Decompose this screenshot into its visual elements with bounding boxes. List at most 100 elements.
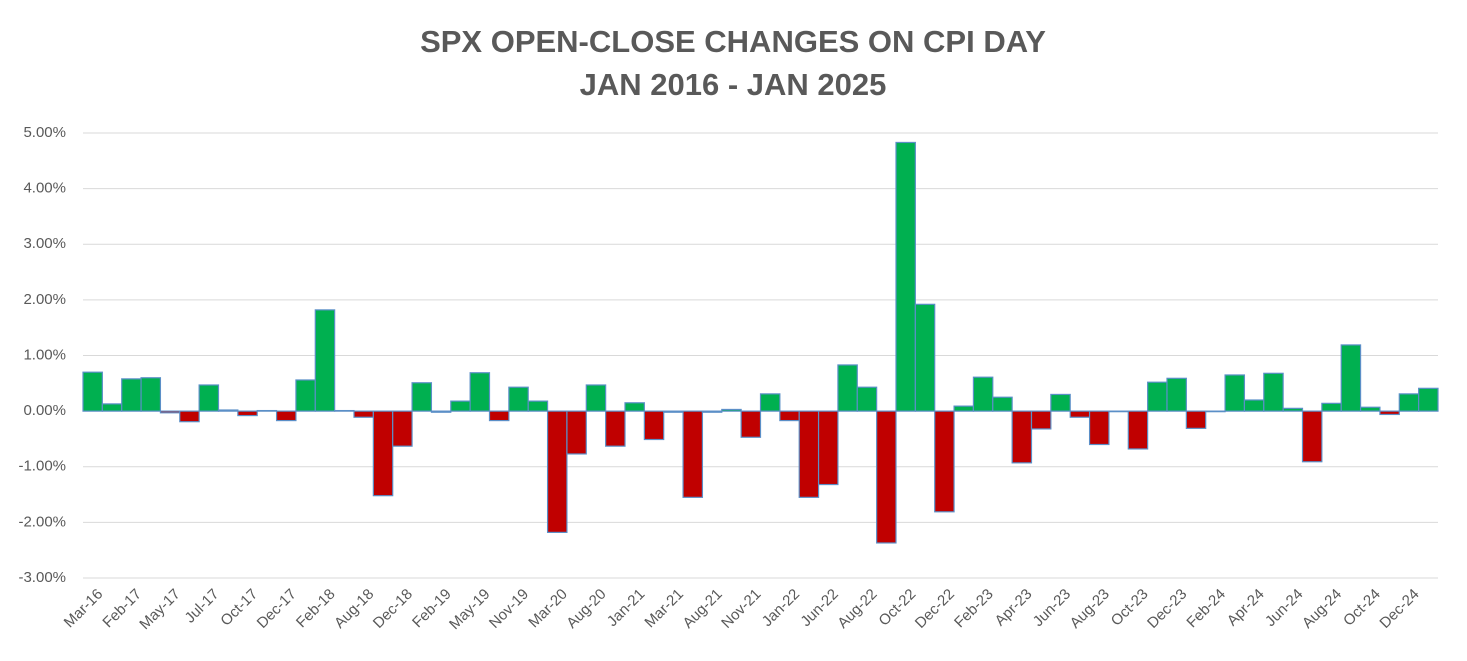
y-tick-label: 0.00% bbox=[23, 402, 66, 419]
bar bbox=[740, 410, 762, 438]
bar bbox=[140, 377, 162, 412]
bar bbox=[566, 410, 587, 455]
bar bbox=[1147, 381, 1168, 412]
bar bbox=[953, 405, 975, 412]
x-tick-label: Aug-21 bbox=[680, 586, 726, 632]
chart-subtitle: JAN 2016 - JAN 2025 bbox=[580, 67, 887, 102]
bar bbox=[682, 410, 704, 498]
bar bbox=[237, 410, 258, 417]
bar bbox=[527, 400, 549, 412]
bar bbox=[392, 410, 413, 447]
bar bbox=[488, 410, 510, 422]
bar bbox=[779, 410, 800, 422]
y-tick-label: -2.00% bbox=[18, 513, 66, 530]
x-tick-label: Aug-22 bbox=[834, 586, 880, 632]
bar bbox=[856, 386, 878, 412]
bar bbox=[469, 372, 491, 412]
x-tick-label: Aug-20 bbox=[563, 586, 609, 632]
bar bbox=[1359, 406, 1381, 412]
x-tick-label: Oct-24 bbox=[1340, 586, 1384, 630]
bar bbox=[1398, 393, 1420, 412]
bar bbox=[314, 309, 336, 412]
x-tick-label: Feb-24 bbox=[1183, 586, 1229, 632]
bar bbox=[643, 410, 665, 441]
bar bbox=[1340, 344, 1362, 412]
bar bbox=[585, 384, 607, 412]
x-tick-label: Mar-16 bbox=[61, 586, 107, 632]
x-tick-label: Dec-24 bbox=[1376, 586, 1422, 632]
bar bbox=[179, 410, 200, 423]
bar bbox=[701, 410, 723, 413]
bar bbox=[1282, 407, 1304, 412]
x-tick-label: Jun-24 bbox=[1262, 586, 1306, 630]
x-tick-label: Jan-21 bbox=[604, 586, 648, 630]
bar bbox=[546, 410, 568, 533]
x-tick-label: Nov-19 bbox=[486, 586, 532, 632]
bar bbox=[1224, 374, 1246, 412]
bar bbox=[450, 400, 471, 412]
x-tick-label: Mar-21 bbox=[641, 586, 687, 632]
x-tick-label: Jun-22 bbox=[797, 586, 841, 630]
bar bbox=[101, 403, 123, 412]
bar bbox=[934, 410, 955, 513]
x-tick-label: Feb-17 bbox=[99, 586, 145, 632]
x-tick-label: Feb-18 bbox=[293, 586, 339, 632]
bar bbox=[430, 410, 452, 413]
bar bbox=[334, 409, 355, 412]
x-tick-label: Feb-23 bbox=[951, 586, 997, 632]
bar bbox=[353, 410, 374, 418]
bar bbox=[798, 410, 820, 498]
x-tick-label: May-19 bbox=[446, 586, 493, 633]
bar bbox=[411, 382, 433, 412]
x-tick-label: Mar-20 bbox=[525, 586, 571, 632]
bar bbox=[1127, 410, 1149, 450]
bar bbox=[992, 396, 1013, 412]
x-tick-label: Nov-21 bbox=[718, 586, 764, 632]
bar bbox=[721, 408, 742, 412]
bar bbox=[1205, 410, 1226, 413]
y-tick-label: -1.00% bbox=[18, 458, 66, 475]
bar bbox=[837, 364, 858, 412]
y-tick-label: 2.00% bbox=[23, 291, 66, 308]
bar bbox=[1166, 377, 1187, 412]
x-tick-label: Aug-24 bbox=[1299, 586, 1345, 632]
bar bbox=[275, 410, 297, 422]
bar bbox=[817, 410, 839, 486]
bar bbox=[663, 410, 684, 413]
y-tick-label: -3.00% bbox=[18, 569, 66, 586]
bar bbox=[295, 379, 316, 412]
x-tick-label: Apr-23 bbox=[992, 586, 1036, 630]
bar bbox=[1185, 410, 1207, 429]
x-tick-label: Feb-19 bbox=[409, 586, 455, 632]
x-tick-label: Dec-17 bbox=[254, 586, 300, 632]
bar bbox=[256, 409, 278, 412]
bar bbox=[1050, 393, 1071, 412]
bar bbox=[914, 303, 936, 412]
y-tick-label: 4.00% bbox=[23, 180, 66, 197]
bar bbox=[1108, 410, 1129, 413]
bar bbox=[895, 141, 916, 412]
x-tick-label: Aug-23 bbox=[1067, 586, 1113, 632]
bar bbox=[1069, 410, 1091, 418]
bar bbox=[1379, 410, 1400, 416]
bar bbox=[82, 371, 103, 412]
x-tick-label: Oct-22 bbox=[875, 586, 919, 630]
bar bbox=[1030, 410, 1052, 430]
y-tick-label: 1.00% bbox=[23, 346, 66, 363]
x-tick-label: May-17 bbox=[136, 586, 183, 633]
y-tick-label: 5.00% bbox=[23, 124, 66, 141]
chart-title: SPX OPEN-CLOSE CHANGES ON CPI DAY bbox=[420, 24, 1046, 59]
x-tick-label: Apr-24 bbox=[1224, 586, 1268, 630]
bar bbox=[1088, 410, 1110, 446]
x-tick-label: Jun-23 bbox=[1030, 586, 1074, 630]
bar bbox=[1263, 372, 1284, 412]
bar bbox=[624, 402, 645, 412]
bar bbox=[759, 393, 781, 412]
bar bbox=[1301, 410, 1323, 463]
y-tick-label: 3.00% bbox=[23, 235, 66, 252]
bar bbox=[1418, 387, 1439, 412]
bar bbox=[121, 378, 142, 412]
bar bbox=[1243, 399, 1265, 412]
bar bbox=[876, 410, 897, 544]
